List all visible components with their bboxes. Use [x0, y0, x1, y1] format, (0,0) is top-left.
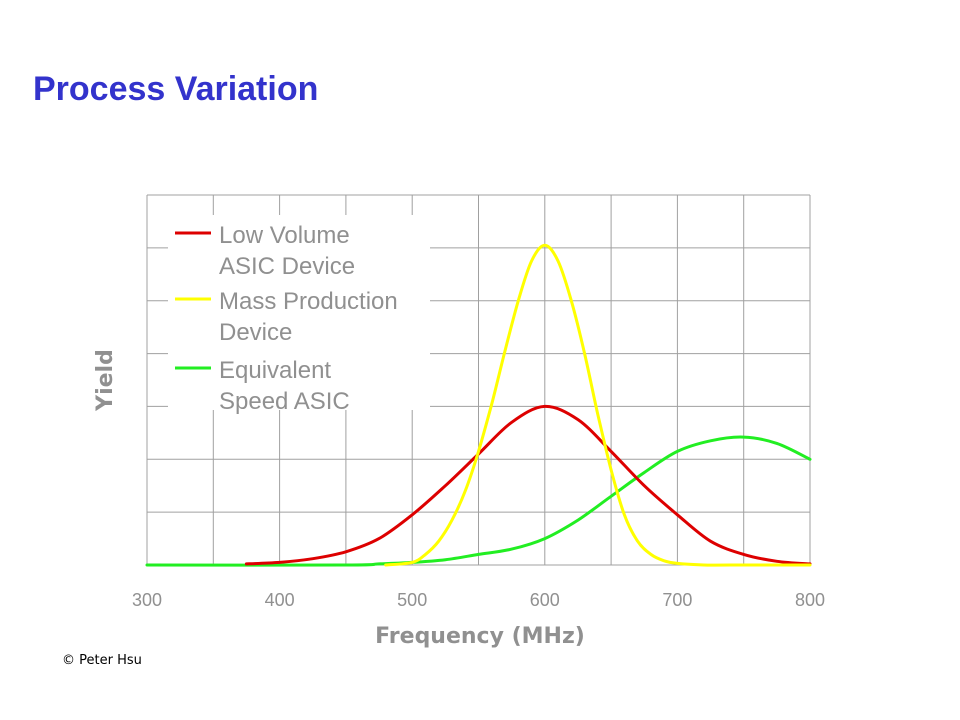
chart-legend [168, 215, 430, 410]
legend-label-line2: Speed ASIC [219, 388, 350, 415]
legend-items: Low Volume ASIC Device Mass Production Devi… [175, 222, 398, 415]
legend-label-line2: ASIC Device [219, 253, 355, 280]
legend-background [168, 215, 430, 410]
legend-label-line1: Low Volume [219, 222, 350, 249]
x-axis-label: Frequency (MHz) [375, 624, 585, 649]
legend-entry: Equivalent Speed ASIC [175, 357, 350, 415]
series-line-2 [145, 435, 812, 567]
x-tick-label: 400 [265, 590, 295, 610]
copyright-notice: © Peter Hsu [62, 653, 142, 668]
series-line-0 [244, 404, 812, 566]
x-tick-label: 500 [397, 590, 427, 610]
legend-label-line1: Equivalent [219, 357, 331, 384]
x-tick-label: 600 [530, 590, 560, 610]
y-axis-label: Yield [93, 349, 118, 412]
slide-title: Process Variation [33, 70, 319, 108]
x-tick-labels: 300 400 500 600 700 800 [132, 590, 825, 610]
x-tick-label: 700 [662, 590, 692, 610]
legend-label-line1: Mass Production [219, 288, 398, 315]
x-tick-label: 300 [132, 590, 162, 610]
series-layer [145, 243, 812, 567]
legend-entry: Low Volume ASIC Device [175, 222, 355, 280]
legend-entry: Mass Production Device [175, 288, 398, 346]
legend-label-line2: Device [219, 319, 292, 346]
series-line-1 [384, 243, 812, 567]
x-tick-label: 800 [795, 590, 825, 610]
